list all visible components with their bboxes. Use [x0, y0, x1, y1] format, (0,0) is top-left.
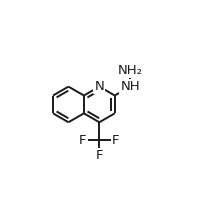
- Text: NH: NH: [120, 80, 140, 93]
- Text: F: F: [79, 133, 87, 147]
- Text: F: F: [112, 133, 119, 147]
- Text: N: N: [94, 80, 104, 93]
- Text: F: F: [96, 149, 103, 162]
- Text: NH₂: NH₂: [118, 64, 143, 77]
